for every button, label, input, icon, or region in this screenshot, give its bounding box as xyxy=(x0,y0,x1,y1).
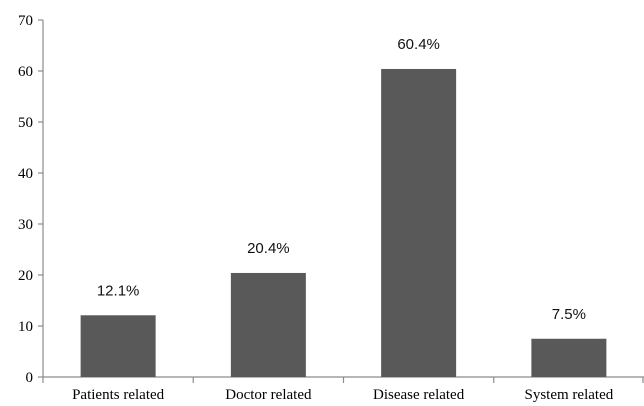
y-tick-label: 30 xyxy=(18,217,33,233)
bar xyxy=(381,68,457,378)
data-label: 60.4% xyxy=(397,36,440,53)
data-label: 20.4% xyxy=(247,240,290,257)
category-label: Doctor related xyxy=(225,387,312,403)
y-axis: 0 10 20 30 40 50 60 70 xyxy=(18,13,44,386)
bars xyxy=(80,68,607,378)
y-tick-label: 10 xyxy=(18,319,33,335)
bar xyxy=(80,315,156,377)
data-labels: 12.1% 20.4% 60.4% 7.5% xyxy=(97,36,586,323)
data-label: 12.1% xyxy=(97,282,140,299)
y-tick-label: 70 xyxy=(18,13,33,29)
data-label: 7.5% xyxy=(552,306,586,323)
x-axis xyxy=(42,376,644,383)
y-tick-label: 50 xyxy=(18,115,33,131)
y-tick-label: 20 xyxy=(18,268,33,284)
category-label: Disease related xyxy=(373,387,465,403)
y-tick-label: 40 xyxy=(18,166,33,182)
category-label: Patients related xyxy=(72,387,165,403)
category-label: System related xyxy=(525,387,614,403)
y-tick-label: 60 xyxy=(18,64,33,80)
bar xyxy=(230,272,306,377)
category-labels: Patients related Doctor related Disease re… xyxy=(72,387,614,403)
bar xyxy=(531,338,607,377)
y-tick-label: 0 xyxy=(26,370,34,386)
